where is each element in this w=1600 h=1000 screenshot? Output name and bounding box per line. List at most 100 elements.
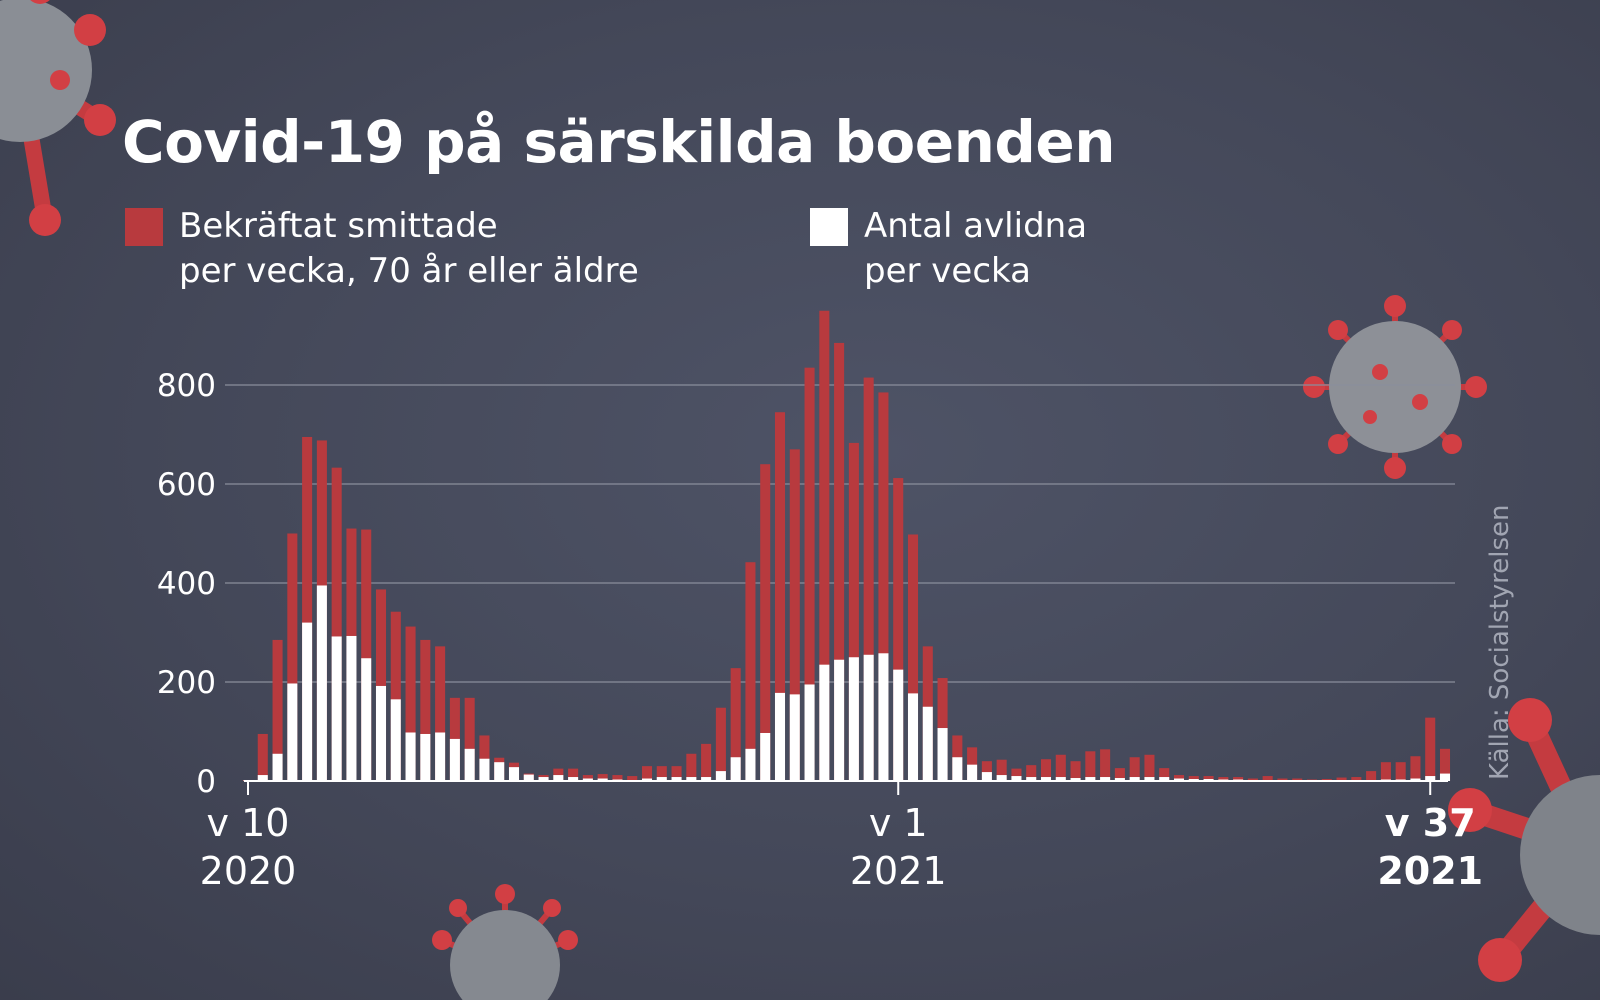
bar-infected-30: [686, 753, 697, 781]
bar-deaths-15: [464, 748, 475, 781]
bar-deaths-8: [361, 658, 372, 781]
bar-deaths-58: [1100, 777, 1111, 781]
bar-infected-58: [1100, 749, 1111, 781]
bar-infected-8: [361, 529, 372, 781]
x-year-label-0: 2020: [200, 849, 297, 893]
bar-deaths-20: [538, 777, 549, 781]
bar-deaths-29: [671, 777, 682, 781]
bar-deaths-54: [1040, 777, 1052, 781]
bar-deaths-46: [922, 706, 933, 781]
legend-label-infected: Bekräftat smittade per vecka, 70 år elle…: [179, 204, 639, 294]
bar-infected-27: [641, 766, 653, 781]
bar-infected-70: [1277, 778, 1288, 781]
bar-deaths-55: [1055, 777, 1066, 781]
bar-deaths-5: [316, 585, 327, 781]
bar-deaths-57: [1085, 777, 1096, 781]
bar-infected-29: [671, 766, 682, 781]
bar-infected-10: [390, 611, 401, 781]
legend-deaths-line-2: per vecka: [864, 251, 1031, 291]
bar-deaths-16: [479, 758, 490, 781]
legend-infected-line-2: per vecka, 70 år eller äldre: [179, 251, 639, 291]
bar-infected-56: [1070, 761, 1081, 781]
x-week-label-2: v 37: [1385, 801, 1476, 845]
x-week-label-1: v 1: [869, 801, 928, 845]
bar-deaths-53: [1026, 777, 1037, 781]
bar-infected-66: [1218, 777, 1229, 781]
virus-decoration-bottom: [432, 884, 578, 1000]
bar-deaths-12: [420, 733, 431, 781]
x-year-label-1: 2021: [850, 849, 947, 893]
legend-infected-line-1: Bekräftat smittade: [179, 206, 498, 246]
bar-infected-55: [1055, 754, 1066, 781]
y-tick-label-200: 200: [157, 665, 216, 701]
bar-deaths-39: [819, 664, 830, 781]
bar-deaths-31: [701, 777, 712, 781]
bar-deaths-36: [774, 692, 786, 781]
bar-infected-49: [967, 747, 978, 781]
bar-infected-80: [1425, 717, 1436, 781]
bar-infected-54: [1040, 759, 1052, 781]
bar-deaths-11: [405, 732, 416, 781]
bar-deaths-50: [981, 772, 992, 781]
bar-deaths-63: [1173, 778, 1185, 781]
bar-infected-37: [789, 449, 800, 781]
bar-deaths-27: [641, 778, 653, 781]
bar-infected-60: [1129, 757, 1140, 781]
bar-deaths-32: [715, 771, 726, 781]
bar-infected-23: [582, 775, 593, 781]
bar-infected-13: [435, 646, 446, 781]
bar-infected-39: [819, 310, 830, 781]
bar-deaths-60: [1129, 777, 1140, 781]
virus-decoration-top-left: [0, 0, 116, 236]
bar-infected-68: [1247, 778, 1258, 781]
bar-infected-24: [597, 774, 608, 781]
bar-deaths-80: [1425, 776, 1436, 781]
bar-deaths-2: [272, 753, 283, 781]
bar-deaths-17: [494, 762, 505, 781]
bar-infected-12: [420, 639, 431, 781]
bar-deaths-24: [597, 778, 608, 781]
bar-infected-76: [1366, 771, 1377, 781]
x-year-label-2: 2021: [1377, 849, 1483, 893]
bar-deaths-18: [508, 767, 520, 781]
bar-deaths-9: [375, 685, 387, 781]
bar-infected-50: [981, 761, 992, 781]
bar-deaths-51: [996, 775, 1007, 781]
bar-infected-59: [1114, 768, 1125, 781]
bar-infected-45: [907, 534, 919, 781]
bar-infected-21: [553, 768, 564, 781]
bar-infected-11: [405, 626, 416, 781]
bar-infected-43: [878, 392, 889, 781]
bar-deaths-7: [346, 635, 357, 781]
bar-infected-32: [715, 707, 726, 781]
source-credit: Källa: Socialstyrelsen: [1485, 504, 1515, 780]
bar-infected-53: [1026, 765, 1037, 781]
bar-deaths-33: [730, 757, 741, 781]
bar-deaths-42: [863, 654, 874, 781]
bar-deaths-47: [937, 728, 948, 781]
bar-infected-41: [848, 442, 859, 781]
bar-deaths-1: [257, 775, 268, 781]
bar-infected-34: [745, 562, 756, 781]
bar-deaths-23: [582, 778, 593, 781]
bar-infected-52: [1011, 768, 1022, 781]
y-tick-label-600: 600: [157, 467, 216, 503]
bar-deaths-10: [390, 699, 401, 781]
bar-infected-1: [257, 733, 268, 781]
chart-title: Covid-19 på särskilda boenden: [122, 108, 1116, 176]
bar-infected-77: [1380, 762, 1391, 781]
legend-swatch-deaths: [810, 208, 848, 246]
bar-infected-57: [1085, 751, 1096, 781]
bar-infected-6: [331, 467, 342, 781]
bar-deaths-62: [1159, 777, 1170, 781]
bar-infected-63: [1173, 775, 1185, 781]
bar-deaths-28: [656, 777, 667, 781]
x-week-label-0: v 10: [207, 801, 290, 845]
bar-infected-31: [701, 743, 712, 781]
bar-infected-26: [627, 776, 638, 781]
bar-infected-2: [272, 639, 283, 781]
bar-deaths-19: [523, 774, 534, 781]
bar-deaths-13: [435, 732, 446, 781]
bar-infected-65: [1203, 776, 1214, 781]
